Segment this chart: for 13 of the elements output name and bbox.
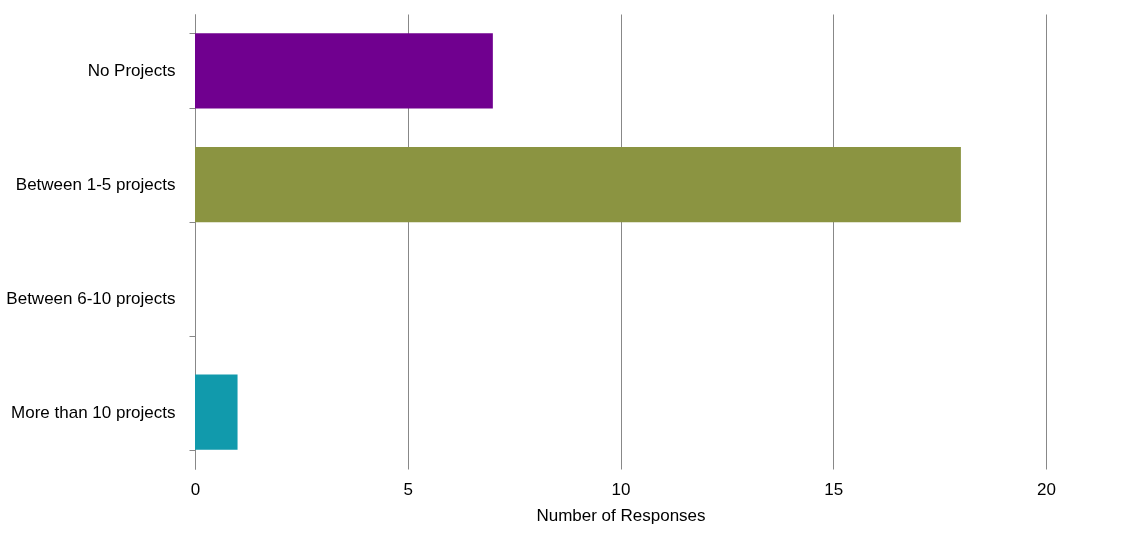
x-tick-label: 0 [190,479,201,499]
bar [195,147,961,223]
bar [195,374,238,450]
x-tick-label: 20 [1037,479,1056,499]
bar [195,33,493,109]
x-tick-label: 15 [824,479,844,499]
x-tick-label: 10 [611,479,631,499]
y-tick-label: More than 10 projects [11,402,176,422]
x-axis-title: Number of Responses [536,505,706,525]
y-tick-label: Between 6-10 projects [6,288,176,308]
x-tick-label: 5 [403,479,413,499]
y-tick-label: Between 1-5 projects [15,175,176,195]
y-tick-label: No Projects [87,61,176,81]
